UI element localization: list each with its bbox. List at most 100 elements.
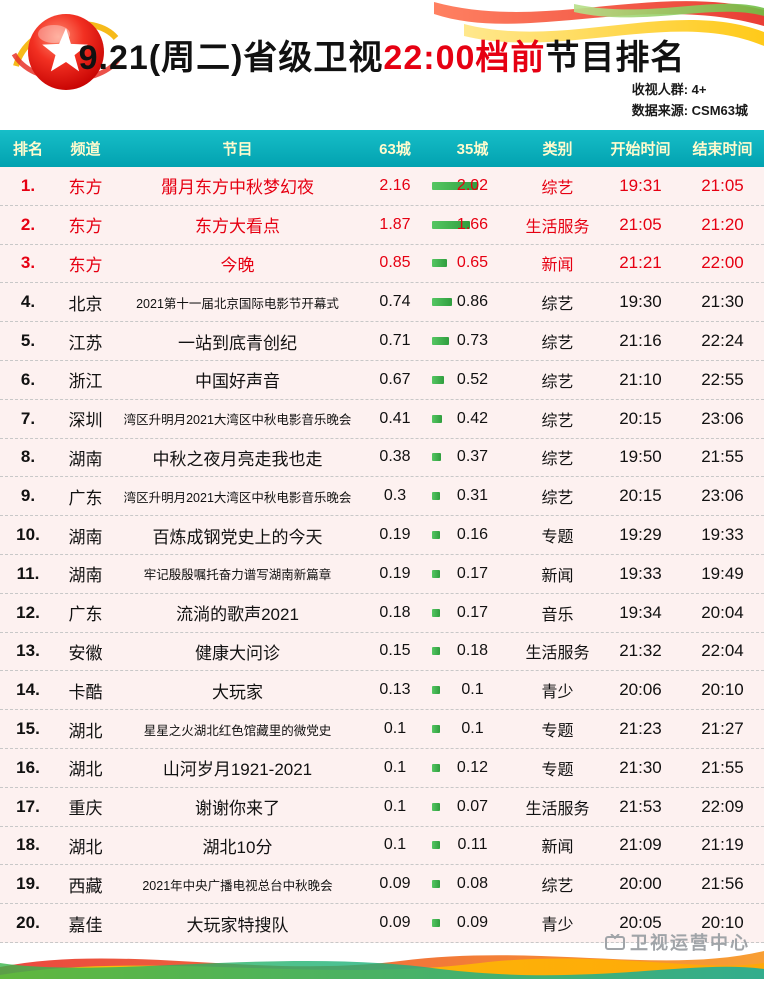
table-row: 5. 江苏 一站到底青创纪 0.71 0.73 综艺 21:16 22:24 (0, 322, 764, 361)
start-time-cell: 21:53 (619, 796, 662, 816)
category-cell: 综艺 (541, 179, 574, 197)
program-cell: 大玩家特搜队 (186, 915, 289, 935)
end-time-cell: 20:10 (701, 913, 744, 933)
channel-cell: 重庆 (68, 799, 103, 819)
table-row: 18. 湖北 湖北10分 0.1 0.11 新闻 21:09 21:19 (0, 826, 764, 866)
rating-35-value: 0.42 (456, 409, 489, 427)
end-time-cell: 23:06 (701, 486, 744, 506)
col-header-63city: 63城 (379, 141, 411, 158)
rank-cell: 11. (16, 563, 40, 583)
end-time-cell: 22:55 (701, 369, 744, 389)
end-time-cell: 22:09 (701, 796, 744, 816)
rating-63-cell: 0.71 (379, 332, 411, 350)
category-cell: 生活服务 (525, 218, 590, 236)
channel-cell: 安徽 (68, 643, 103, 663)
start-time-cell: 19:29 (619, 525, 662, 545)
category-cell: 新闻 (541, 567, 574, 585)
header-ribbons-decoration (434, 0, 764, 82)
category-cell: 新闻 (541, 257, 574, 275)
channel-cell: 东方 (68, 217, 103, 237)
rating-63-cell: 0.41 (379, 409, 411, 427)
channel-cell: 西藏 (68, 876, 103, 896)
rank-cell: 1. (20, 175, 36, 195)
rating-63-cell: 0.1 (383, 797, 407, 815)
end-time-cell: 21:30 (701, 292, 744, 312)
meta-info: 收视人群: 4+ 数据来源: CSM63城 (632, 80, 748, 122)
start-time-cell: 21:21 (619, 253, 662, 273)
start-time-cell: 19:33 (619, 563, 662, 583)
rating-63-cell: 0.13 (379, 681, 411, 699)
table-row: 6. 浙江 中国好声音 0.67 0.52 综艺 21:10 22:55 (0, 360, 764, 400)
rating-35-cell: 1.66 (430, 216, 515, 234)
program-cell: 星星之火湖北红色馆藏里的微党史 (143, 723, 332, 738)
footer-wave-decoration (0, 937, 764, 979)
rating-35-bar (432, 220, 471, 229)
rating-35-bar (432, 337, 449, 346)
table-row: 13. 安徽 健康大问诊 0.15 0.18 生活服务 21:32 22:04 (0, 632, 764, 672)
rating-35-bar (432, 763, 440, 772)
start-time-cell: 21:32 (619, 641, 662, 661)
table-header-row: 排名 频道 节目 63城 35城 类别 开始时间 结束时间 (0, 130, 764, 167)
channel-cell: 湖南 (68, 527, 103, 547)
rank-cell: 13. (16, 641, 40, 661)
rating-35-value: 0.09 (456, 914, 489, 932)
start-time-cell: 19:34 (619, 602, 662, 622)
rank-cell: 20. (16, 913, 40, 933)
rating-35-cell: 0.08 (430, 875, 515, 893)
rating-35-value: 0.18 (456, 642, 489, 660)
end-time-cell: 21:55 (701, 447, 744, 467)
rank-cell: 2. (20, 214, 36, 234)
category-cell: 生活服务 (525, 800, 590, 818)
rank-cell: 10. (16, 525, 40, 545)
rating-35-value: 0.73 (456, 332, 489, 350)
start-time-cell: 19:30 (619, 292, 662, 312)
table-row: 2. 东方 东方大看点 1.87 1.66 生活服务 21:05 21:20 (0, 205, 764, 245)
start-time-cell: 20:15 (619, 486, 662, 506)
category-cell: 专题 (541, 723, 574, 741)
rating-35-cell: 0.16 (430, 526, 515, 544)
program-cell: 牢记殷殷嘱托奋力谱写湖南新篇章 (143, 568, 332, 583)
channel-cell: 嘉佳 (68, 915, 103, 935)
rating-35-value: 0.65 (456, 254, 489, 272)
start-time-cell: 20:06 (619, 680, 662, 700)
category-cell: 综艺 (541, 878, 574, 896)
star-logo (10, 4, 122, 100)
banner: 9.21(周二)省级卫视22:00档前节目排名 收视人群: 4+ 数据来源: C… (0, 0, 764, 130)
rating-63-cell: 0.67 (379, 370, 411, 388)
rating-35-value: 0.17 (456, 564, 489, 582)
rating-35-bar (432, 686, 440, 695)
channel-cell: 湖南 (68, 449, 103, 469)
rank-cell: 3. (20, 253, 36, 273)
start-time-cell: 20:00 (619, 874, 662, 894)
rank-cell: 12. (16, 602, 40, 622)
table-row: 12. 广东 流淌的歌声2021 0.18 0.17 音乐 19:34 20:0… (0, 593, 764, 633)
col-header-end-time: 结束时间 (692, 141, 753, 158)
channel-cell: 东方 (68, 255, 103, 275)
category-cell: 综艺 (541, 373, 574, 391)
rating-35-bar (432, 259, 447, 268)
rating-35-bar (432, 492, 440, 501)
rank-cell: 18. (16, 835, 40, 855)
footer-brand-text: 卫视运营中心 (630, 933, 750, 953)
col-header-start-time: 开始时间 (610, 141, 671, 158)
program-cell: 中国好声音 (195, 372, 280, 392)
start-time-cell: 21:23 (619, 719, 662, 739)
program-cell: 山河岁月1921-2021 (162, 760, 313, 780)
rating-35-bar (432, 841, 440, 850)
table-row: 3. 东方 今晚 0.85 0.65 新闻 21:21 22:00 (0, 244, 764, 284)
category-cell: 青少 (541, 684, 574, 702)
end-time-cell: 21:05 (701, 175, 744, 195)
title-part-timeslot: 22:00档前 (383, 39, 546, 77)
rating-35-value: 0.16 (456, 526, 489, 544)
table-row: 20. 嘉佳 大玩家特搜队 0.09 0.09 青少 20:05 20:10 (0, 904, 764, 943)
channel-cell: 浙江 (68, 372, 103, 392)
rating-35-bar (432, 608, 440, 617)
program-cell: 朤月东方中秋梦幻夜 (161, 178, 314, 198)
rating-63-cell: 0.18 (379, 603, 411, 621)
category-cell: 综艺 (541, 412, 574, 430)
channel-cell: 卡酷 (68, 682, 103, 702)
category-cell: 专题 (541, 529, 574, 547)
rating-63-cell: 0.1 (383, 720, 407, 738)
program-cell: 东方大看点 (195, 217, 280, 237)
end-time-cell: 21:56 (701, 874, 744, 894)
